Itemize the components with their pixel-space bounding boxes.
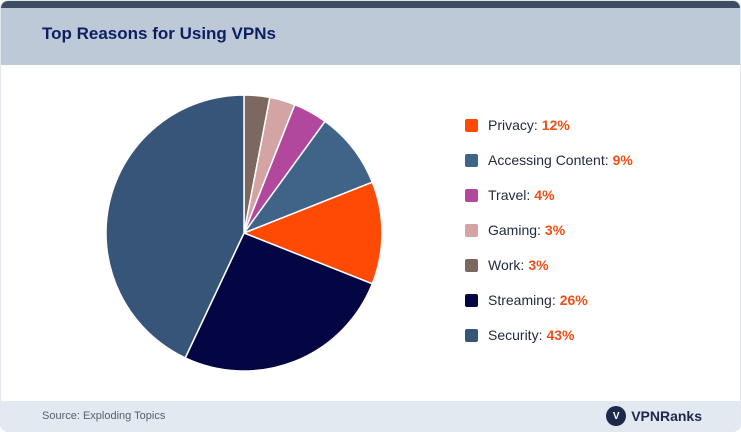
legend-item-accessing-content: Accessing Content:9% <box>465 150 633 170</box>
chart-footer: Source: Exploding Topics V VPNRanks <box>1 401 740 431</box>
chart-header: Top Reasons for Using VPNs <box>1 8 740 65</box>
chart-area: Privacy:12% Accessing Content:9% Travel:4%… <box>1 65 740 401</box>
legend-separator: : <box>551 292 556 308</box>
legend-label: Security <box>488 327 539 343</box>
brand-logo: V VPNRanks <box>606 406 702 426</box>
source-note: Source: Exploding Topics <box>42 410 166 422</box>
legend-separator: : <box>533 117 538 133</box>
brand-name: VPNRanks <box>631 408 702 424</box>
legend-swatch <box>465 258 478 272</box>
legend-swatch <box>465 328 478 342</box>
legend-separator: : <box>520 257 525 273</box>
legend-label: Gaming <box>488 222 538 238</box>
legend-value: 3% <box>528 257 549 273</box>
legend-value: 3% <box>544 222 566 238</box>
legend-item-gaming: Gaming:3% <box>465 220 565 240</box>
pie-chart <box>105 94 383 372</box>
legend-value: 43% <box>546 327 575 343</box>
pie-slice-security <box>105 94 245 359</box>
legend-item-privacy: Privacy:12% <box>465 115 570 135</box>
legend-label: Streaming <box>488 292 552 308</box>
legend-swatch <box>465 153 478 167</box>
pie-slice-streaming <box>184 232 374 372</box>
brand-mark-icon: V <box>606 406 627 426</box>
legend-value: 9% <box>612 152 633 168</box>
legend-item-security: Security:43% <box>465 325 575 345</box>
legend-item-travel: Travel:4% <box>465 185 555 205</box>
legend-swatch <box>465 223 478 237</box>
legend-value: 4% <box>534 187 555 203</box>
legend-value: 12% <box>541 117 570 133</box>
legend-separator: : <box>538 327 543 343</box>
legend-item-work: Work:3% <box>465 255 549 275</box>
legend-label: Privacy <box>488 117 534 133</box>
legend-separator: : <box>526 187 531 203</box>
legend-item-streaming: Streaming:26% <box>465 290 588 310</box>
pie-slice-privacy <box>241 181 383 285</box>
legend-separator: : <box>537 222 541 238</box>
legend-swatch <box>465 188 478 202</box>
legend-value: 26% <box>559 292 588 308</box>
legend-label: Travel <box>488 187 527 203</box>
legend-label: Accessing Content <box>488 152 605 168</box>
legend-swatch <box>465 293 478 307</box>
legend-swatch <box>465 118 478 132</box>
chart-title: Top Reasons for Using VPNs <box>42 24 276 43</box>
legend-separator: : <box>604 152 609 168</box>
top-accent-bar <box>1 1 740 8</box>
legend-label: Work <box>488 257 521 273</box>
